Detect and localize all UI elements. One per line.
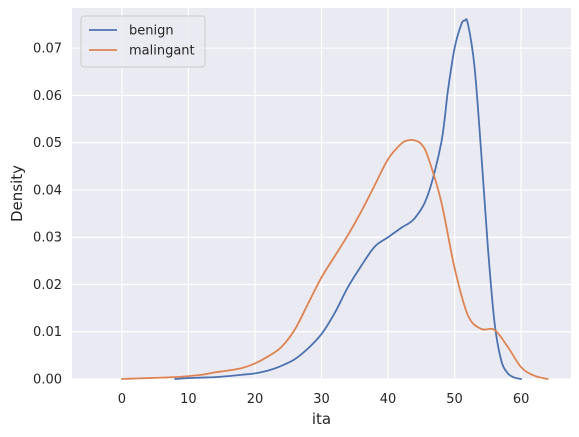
x-tick-label: 0 xyxy=(118,392,126,407)
series-line-benign xyxy=(174,18,522,380)
x-tick-label: 10 xyxy=(180,392,197,407)
x-tick-label: 50 xyxy=(446,392,463,407)
legend-label-malingant: malingant xyxy=(129,44,195,59)
x-axis-ticks: 0 10 20 30 40 50 60 xyxy=(118,392,530,407)
y-tick-label: 0.04 xyxy=(33,183,62,198)
series-line-malingant xyxy=(121,138,549,380)
y-tick-label: 0.05 xyxy=(33,136,62,151)
x-axis-label: ita xyxy=(312,410,331,428)
y-tick-label: 0.00 xyxy=(33,373,62,388)
legend: benign malingant xyxy=(80,15,206,68)
x-tick-label: 60 xyxy=(513,392,530,407)
y-tick-label: 0.03 xyxy=(33,231,62,246)
legend-label-benign: benign xyxy=(129,24,174,39)
legend-box xyxy=(80,15,206,68)
x-tick-label: 40 xyxy=(380,392,397,407)
y-axis-ticks: 0.00 0.01 0.02 0.03 0.04 0.05 0.06 0.07 xyxy=(33,42,62,388)
y-tick-label: 0.02 xyxy=(33,278,62,293)
y-tick-label: 0.07 xyxy=(33,42,62,57)
y-axis-label: Density xyxy=(8,165,26,222)
y-tick-label: 0.06 xyxy=(33,89,62,104)
x-tick-label: 30 xyxy=(313,392,330,407)
x-tick-label: 20 xyxy=(247,392,264,407)
series-lines xyxy=(121,18,549,380)
y-tick-label: 0.01 xyxy=(33,325,62,340)
